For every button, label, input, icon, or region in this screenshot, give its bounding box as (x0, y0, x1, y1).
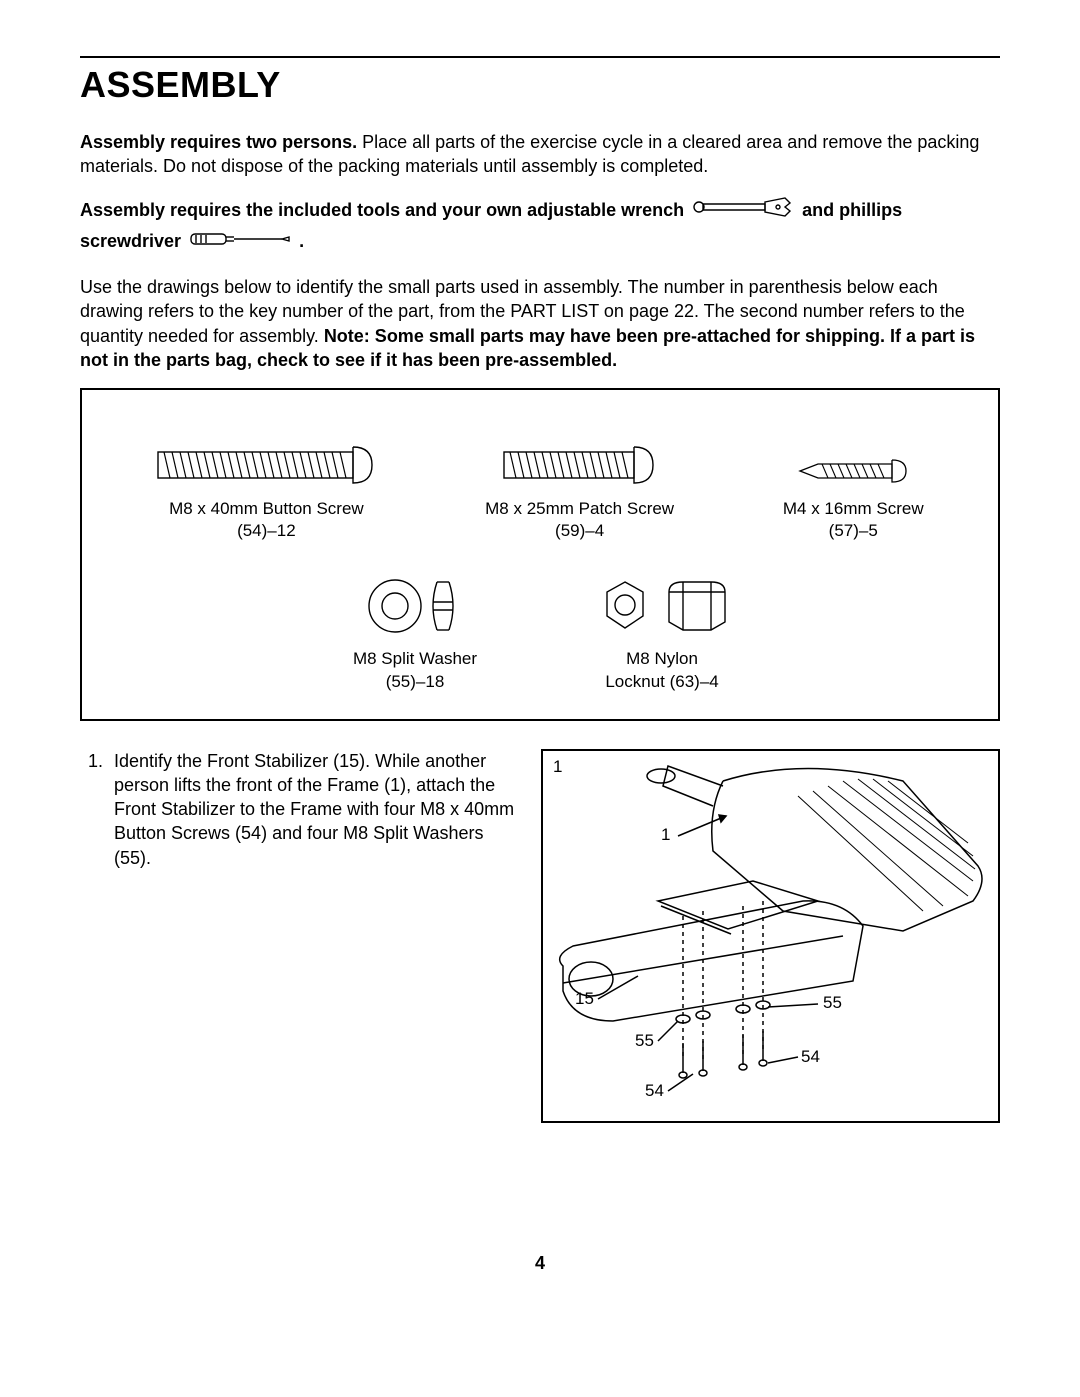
intro-paragraph: Assembly requires two persons. Place all… (80, 130, 1000, 179)
part-label: (59)–4 (485, 520, 674, 542)
parts-identification-box: M8 x 40mm Button Screw (54)–12 (80, 388, 1000, 720)
intro-lead-bold: Assembly requires two persons. (80, 132, 357, 152)
step-1-figure: 1 (541, 749, 1000, 1123)
identify-paragraph: Use the drawings below to identify the s… (80, 275, 1000, 372)
tools-required: Assembly requires the included tools and… (80, 195, 1000, 257)
button-screw-icon (156, 428, 376, 486)
part-small-screw: M4 x 16mm Screw (57)–5 (783, 428, 924, 542)
screwdriver-icon (190, 228, 290, 257)
part-split-washer: M8 Split Washer (55)–18 (353, 578, 477, 692)
fig-label-washer-left: 55 (635, 1031, 654, 1051)
tools-period: . (299, 231, 304, 251)
page-number: 4 (80, 1253, 1000, 1274)
split-washer-icon (353, 578, 477, 636)
tools-text-1: Assembly requires the included tools and… (80, 200, 684, 220)
fig-label-screw-right: 54 (801, 1047, 820, 1067)
part-patch-screw: M8 x 25mm Patch Screw (59)–4 (485, 428, 674, 542)
part-label: M8 Split Washer (353, 648, 477, 670)
part-label: M8 x 40mm Button Screw (156, 498, 376, 520)
locknut-icon (597, 578, 727, 636)
part-label: (54)–12 (156, 520, 376, 542)
parts-row-1: M8 x 40mm Button Screw (54)–12 (102, 428, 978, 542)
page-title: ASSEMBLY (80, 64, 1000, 106)
fig-label-stabilizer: 15 (575, 989, 594, 1009)
part-label: (55)–18 (353, 671, 477, 693)
part-nylon-locknut: M8 Nylon Locknut (63)–4 (597, 578, 727, 692)
fig-label-washer-right: 55 (823, 993, 842, 1013)
fig-label-screw-left: 54 (645, 1081, 664, 1101)
parts-row-2: M8 Split Washer (55)–18 (102, 578, 978, 692)
assembly-step-1: Identify the Front Stabilizer (15). Whil… (80, 749, 1000, 1123)
part-button-screw: M8 x 40mm Button Screw (54)–12 (156, 428, 376, 542)
step-1-text: Identify the Front Stabilizer (15). Whil… (80, 749, 521, 870)
fig-label-frame: 1 (661, 825, 670, 845)
part-label: M8 Nylon (597, 648, 727, 670)
small-screw-icon (783, 428, 924, 486)
patch-screw-icon (485, 428, 674, 486)
part-label: M4 x 16mm Screw (783, 498, 924, 520)
top-rule (80, 56, 1000, 58)
part-label: Locknut (63)–4 (597, 671, 727, 693)
part-label: M8 x 25mm Patch Screw (485, 498, 674, 520)
part-label: (57)–5 (783, 520, 924, 542)
step-1-instruction: Identify the Front Stabilizer (15). Whil… (108, 749, 521, 870)
wrench-icon (693, 195, 793, 228)
